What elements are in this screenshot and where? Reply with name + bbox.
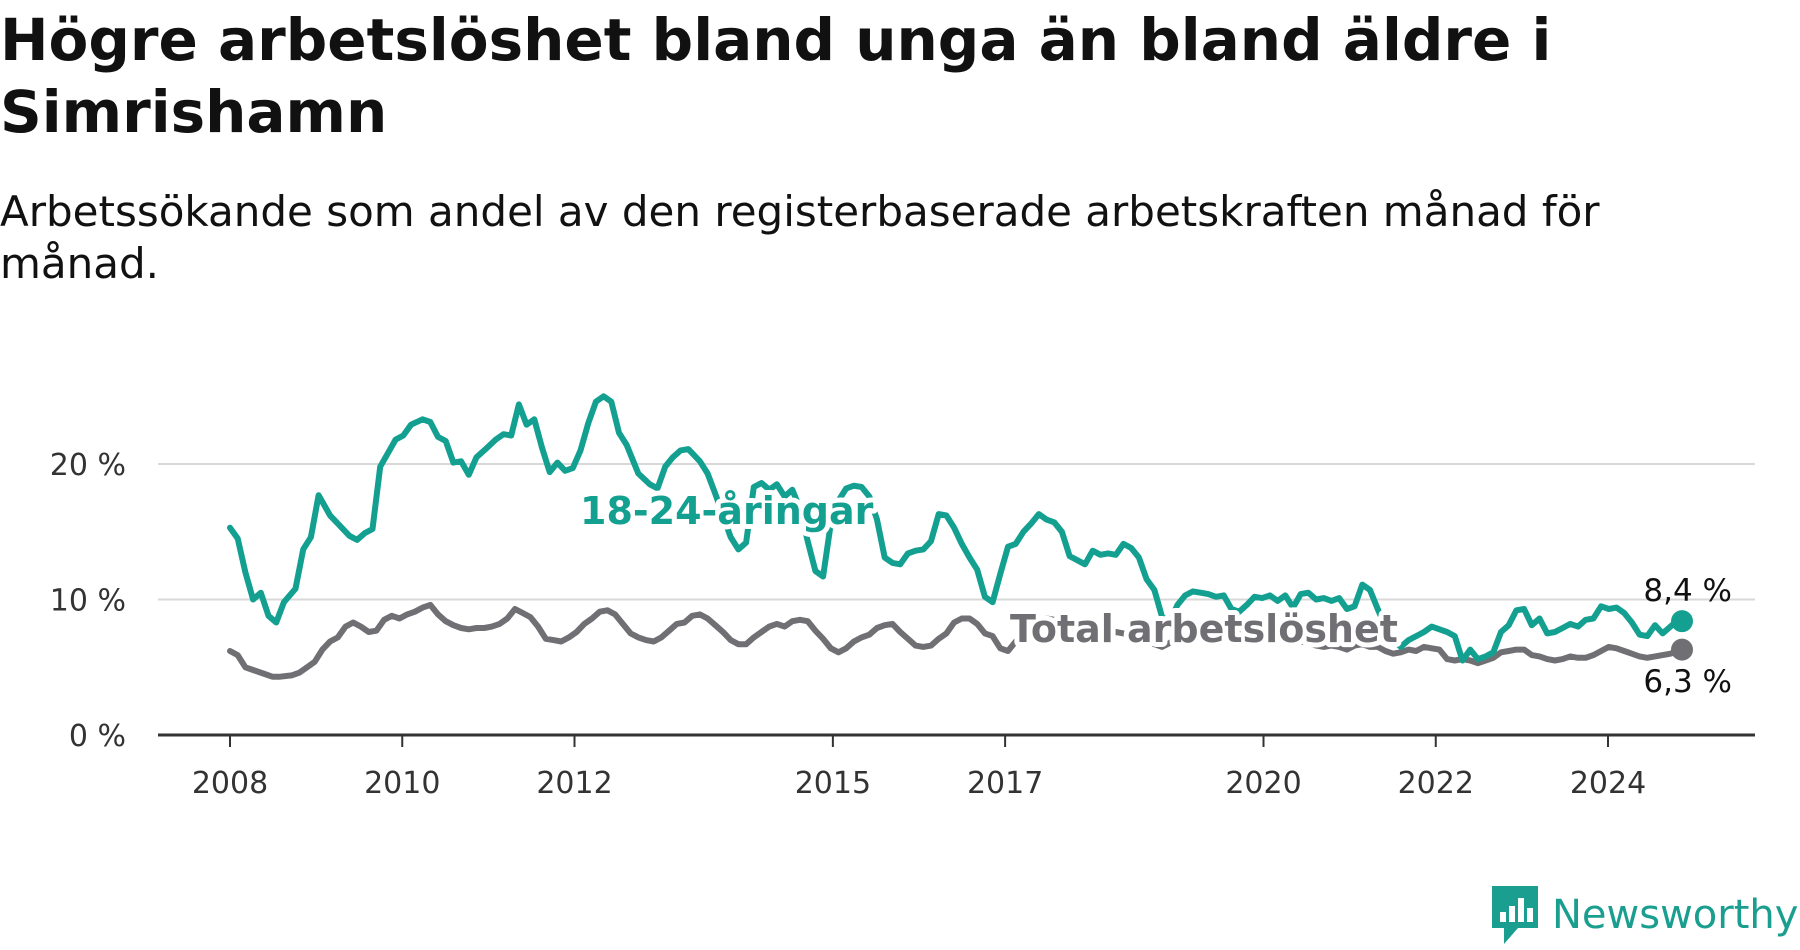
x-tick-label: 2008 [192, 766, 268, 801]
chart-subtitle: Arbetssökande som andel av den registerb… [0, 187, 1600, 288]
x-tick-label: 2015 [795, 766, 871, 801]
x-tick-label: 2020 [1225, 766, 1301, 801]
x-axis-ticks: 2008 2010 2012 2015 2017 2020 2022 2024 [192, 735, 1646, 801]
y-tick-label: 20 % [50, 448, 126, 483]
y-axis-ticks: 0 % 10 % 20 % [50, 448, 126, 754]
series-label-total: Total arbetslöshet [1010, 607, 1398, 651]
series-line-0 [227, 393, 1685, 664]
series-end-point-0 [1671, 610, 1693, 633]
end-label-youth: 8,4 % [1643, 573, 1732, 609]
series-lines [227, 393, 1693, 680]
brand-name: Newsworthy [1552, 892, 1799, 938]
grid-lines [158, 463, 1755, 737]
y-tick-label: 0 % [69, 719, 126, 754]
x-tick-label: 2012 [536, 766, 612, 801]
series-labels: 18-24-åringar Total arbetslöshet 8,4 % 6,3 … [575, 484, 1732, 700]
series-line-1 [227, 601, 1685, 680]
x-tick-label: 2010 [364, 766, 440, 801]
y-tick-label: 10 % [50, 584, 126, 619]
newsworthy-logo: Newsworthy [1490, 880, 1798, 950]
x-tick-label: 2017 [967, 766, 1043, 801]
end-label-total: 6,3 % [1643, 664, 1732, 700]
series-end-point-1 [1671, 638, 1693, 661]
series-label-youth: 18-24-åringar [580, 489, 874, 533]
x-tick-label: 2024 [1570, 766, 1646, 801]
newsworthy-logo-icon [1492, 886, 1538, 944]
chart-title: Högre arbetslöshet bland unga än bland ä… [0, 6, 1552, 146]
x-tick-label: 2022 [1398, 766, 1474, 801]
